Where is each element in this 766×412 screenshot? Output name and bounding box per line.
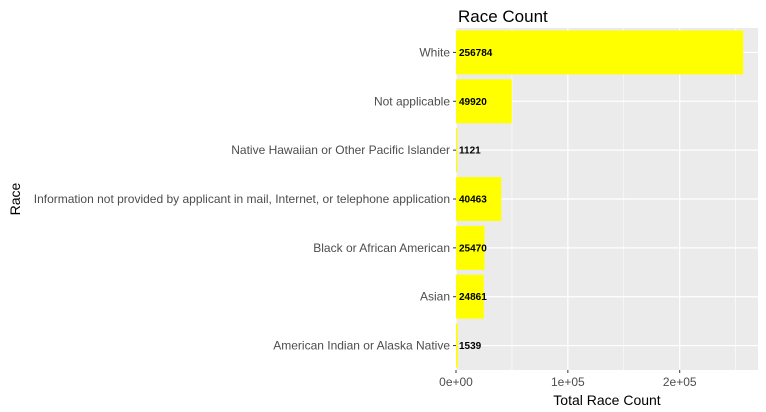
bar-value-label: 1539 [459,341,482,352]
bar [456,79,512,124]
x-tick-label: 1e+05 [551,375,585,389]
bars: 256784 49920 1121 40463 25470 24861 1539 [456,30,744,368]
bar-value-label: 49920 [459,97,487,108]
axes: White Not applicable Native Hawaiian or Ot… [34,45,697,389]
bar-value-label: 24861 [459,292,487,303]
x-tick-label: 2e+05 [663,375,697,389]
y-tick-label: Information not provided by applicant in… [34,192,450,206]
bar [456,30,744,75]
y-tick-label: American Indian or Alaska Native [273,339,450,353]
bar-value-label: 25470 [459,243,487,254]
bar [456,323,458,368]
bar-value-label: 256784 [459,48,493,59]
bar [456,177,502,221]
chart-title: Race Count [458,7,548,26]
y-tick-label: Native Hawaiian or Other Pacific Islande… [231,143,450,157]
bar [456,225,485,270]
y-tick-label: Not applicable [374,94,450,108]
y-axis-title: Race [7,182,23,215]
y-tick-label: Black or African American [313,241,450,255]
x-axis-title: Total Race Count [553,392,661,408]
y-tick-label: Asian [420,290,450,304]
bar-value-label: 1121 [459,146,481,157]
bar [456,274,484,319]
bar [456,128,458,173]
y-tick-label: White [419,45,450,59]
x-tick-label: 0e+00 [439,375,473,389]
bar-value-label: 40463 [459,195,487,206]
